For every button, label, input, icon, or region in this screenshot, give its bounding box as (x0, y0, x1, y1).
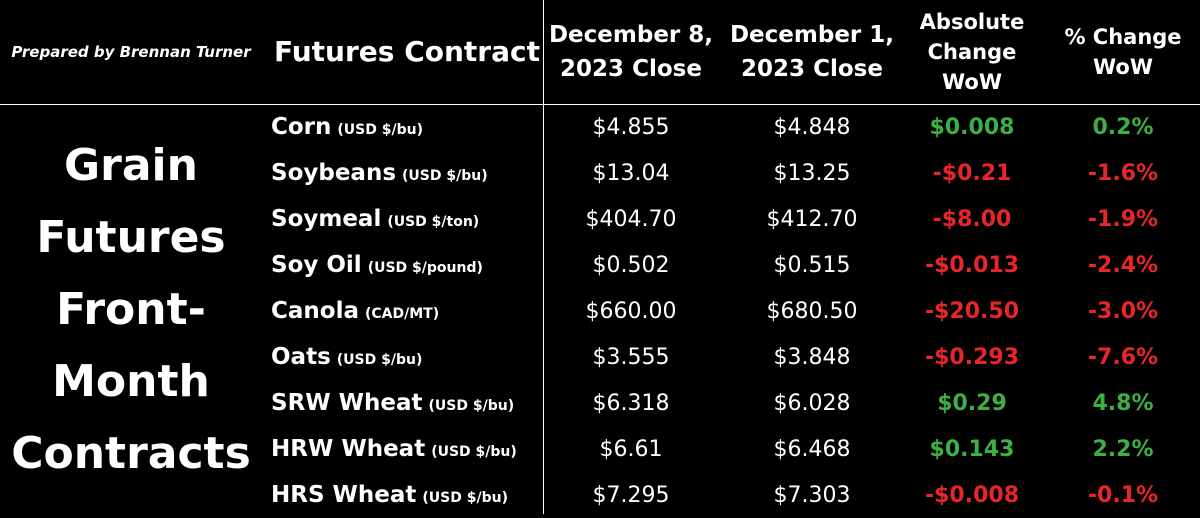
dec1-close-value: $3.848 (773, 344, 851, 370)
dec1-close-value: $412.70 (766, 206, 858, 232)
header-percent-change: % Change WoW (1046, 0, 1200, 104)
contract-unit: (USD $/bu) (337, 122, 423, 138)
header-pct-line2: WoW (1092, 55, 1153, 79)
header-dec8-line2: 2023 Close (560, 56, 702, 82)
dec1-close-value: $4.848 (773, 114, 851, 140)
table-row: HRS Wheat (USD $/bu) $7.295 $7.303 -$0.008 -0… (0, 472, 1200, 518)
header-futures-contract-text: Futures Contract (274, 35, 540, 68)
absolute-change-value: -$0.013 (924, 252, 1020, 278)
dec1-close-value: $680.50 (766, 298, 858, 324)
dec8-close-value: $404.70 (585, 206, 677, 232)
contract-unit: (USD $/bu) (428, 398, 515, 414)
dec1-close-value: $13.25 (773, 160, 851, 186)
contract-unit: (CAD/MT) (364, 306, 440, 322)
header-dec1-close: December 1, 2023 Close (725, 0, 899, 104)
dec8-close-value: $7.295 (592, 482, 670, 508)
side-label-line: Futures (36, 211, 226, 263)
contract-label: Corn (271, 114, 332, 140)
side-label-line: Month (52, 355, 210, 407)
contract-name: Soybeans (USD $/bu) (271, 150, 543, 196)
absolute-change-value: -$20.50 (924, 298, 1020, 324)
contract-unit: (USD $/bu) (431, 444, 517, 460)
dec8-close-value: $6.61 (599, 436, 663, 462)
contract-unit: (USD $/ton) (387, 214, 480, 230)
header-dec1-line1: December 1, (729, 22, 895, 48)
header-abs-line2: Change (927, 40, 1017, 64)
side-label-line: Contracts (11, 427, 251, 479)
header-abs-line1: Absolute (919, 10, 1025, 34)
contract-name: Soy Oil (USD $/pound) (271, 242, 543, 288)
table-row: Canola (CAD/MT) $660.00 $680.50 -$20.50 -3.0% (0, 288, 1200, 334)
contract-name: Corn (USD $/bu) (271, 104, 543, 150)
dec8-close-value: $0.502 (592, 252, 670, 278)
absolute-change-value: -$0.293 (924, 344, 1020, 370)
contract-label: HRS Wheat (271, 482, 417, 508)
table-row: Soy Oil (USD $/pound) $0.502 $0.515 -$0.013 -… (0, 242, 1200, 288)
contract-label: Soybeans (271, 160, 397, 186)
side-label: Grain Futures Front- Month Contracts (0, 105, 262, 514)
absolute-change-value: -$0.21 (932, 160, 1012, 186)
contract-name: Soymeal (USD $/ton) (271, 196, 543, 242)
percent-change-value: -0.1% (1087, 482, 1159, 508)
contract-label: SRW Wheat (271, 390, 423, 416)
percent-change-value: 0.2% (1092, 114, 1154, 140)
dec8-close-value: $660.00 (585, 298, 677, 324)
percent-change-value: -1.6% (1087, 160, 1159, 186)
contract-name: HRW Wheat (USD $/bu) (271, 426, 543, 472)
contract-name: Canola (CAD/MT) (271, 288, 543, 334)
contract-label: Oats (271, 344, 331, 370)
contract-label: Soymeal (271, 206, 382, 232)
table-row: HRW Wheat (USD $/bu) $6.61 $6.468 $0.143 2.2% (0, 426, 1200, 472)
percent-change-value: 4.8% (1092, 390, 1154, 416)
percent-change-value: -3.0% (1087, 298, 1159, 324)
contract-name: SRW Wheat (USD $/bu) (271, 380, 543, 426)
column-divider (543, 0, 544, 514)
absolute-change-value: $0.143 (929, 436, 1015, 462)
dec8-close-value: $6.318 (592, 390, 670, 416)
header-abs-line3: WoW (941, 70, 1002, 94)
percent-change-value: 2.2% (1092, 436, 1154, 462)
table-row: Soymeal (USD $/ton) $404.70 $412.70 -$8.00 -1… (0, 196, 1200, 242)
contract-label: Canola (271, 298, 359, 324)
header-futures-contract: Futures Contract (271, 0, 543, 104)
dec1-close-value: $6.468 (773, 436, 851, 462)
header-dec1-line2: 2023 Close (741, 56, 883, 82)
table-row: Soybeans (USD $/bu) $13.04 $13.25 -$0.21 -1.6… (0, 150, 1200, 196)
percent-change-value: -1.9% (1087, 206, 1159, 232)
dec1-close-value: $7.303 (773, 482, 851, 508)
percent-change-value: -2.4% (1087, 252, 1159, 278)
table-row: SRW Wheat (USD $/bu) $6.318 $6.028 $0.29 4.8% (0, 380, 1200, 426)
absolute-change-value: -$8.00 (932, 206, 1012, 232)
contract-label: HRW Wheat (271, 436, 426, 462)
dec1-close-value: $0.515 (773, 252, 851, 278)
dec8-close-value: $13.04 (592, 160, 670, 186)
dec8-close-value: $3.555 (592, 344, 670, 370)
header-divider (0, 104, 1200, 105)
side-label-line: Front- (56, 283, 206, 335)
contract-unit: (USD $/bu) (336, 352, 423, 368)
prepared-by-credit: Prepared by Brennan Turner (11, 43, 251, 61)
side-label-line: Grain (64, 139, 198, 191)
percent-change-value: -7.6% (1087, 344, 1159, 370)
contract-unit: (USD $/pound) (367, 260, 483, 276)
header-pct-line1: % Change (1064, 25, 1182, 49)
absolute-change-value: $0.008 (929, 114, 1015, 140)
dec1-close-value: $6.028 (773, 390, 851, 416)
header-absolute-change: Absolute Change WoW (898, 0, 1046, 104)
absolute-change-value: $0.29 (937, 390, 1007, 416)
header-dec8-line1: December 8, (548, 22, 714, 48)
contract-unit: (USD $/bu) (402, 168, 488, 184)
dec8-close-value: $4.855 (592, 114, 670, 140)
contract-label: Soy Oil (271, 252, 362, 278)
contract-name: HRS Wheat (USD $/bu) (271, 472, 543, 518)
absolute-change-value: -$0.008 (924, 482, 1020, 508)
header-dec8-close: December 8, 2023 Close (544, 0, 718, 104)
table-row: Corn (USD $/bu) $4.855 $4.848 $0.008 0.2% (0, 104, 1200, 150)
contract-name: Oats (USD $/bu) (271, 334, 543, 380)
contract-unit: (USD $/bu) (422, 490, 508, 506)
table-row: Oats (USD $/bu) $3.555 $3.848 -$0.293 -7.6% (0, 334, 1200, 380)
